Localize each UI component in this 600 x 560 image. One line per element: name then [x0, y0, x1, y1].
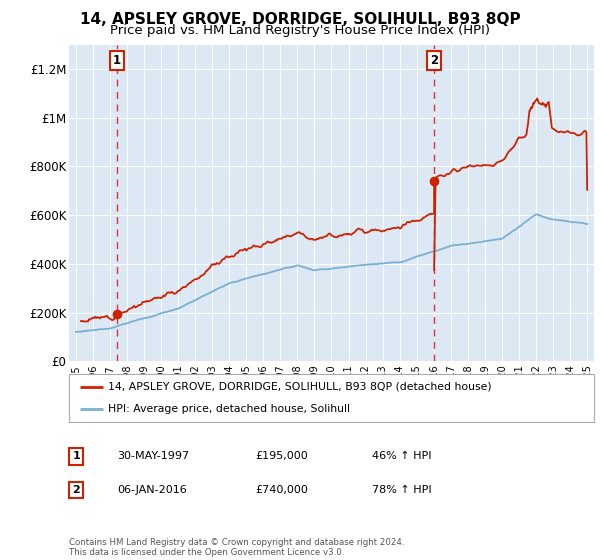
Text: 78% ↑ HPI: 78% ↑ HPI	[372, 485, 431, 495]
Text: £740,000: £740,000	[255, 485, 308, 495]
Text: HPI: Average price, detached house, Solihull: HPI: Average price, detached house, Soli…	[109, 404, 350, 414]
Text: 30-MAY-1997: 30-MAY-1997	[117, 451, 189, 461]
Text: 14, APSLEY GROVE, DORRIDGE, SOLIHULL, B93 8QP (detached house): 14, APSLEY GROVE, DORRIDGE, SOLIHULL, B9…	[109, 382, 492, 392]
Text: 14, APSLEY GROVE, DORRIDGE, SOLIHULL, B93 8QP: 14, APSLEY GROVE, DORRIDGE, SOLIHULL, B9…	[80, 12, 520, 27]
Text: 1: 1	[73, 451, 80, 461]
Text: 2: 2	[430, 54, 438, 67]
Text: 2: 2	[73, 485, 80, 495]
Text: 46% ↑ HPI: 46% ↑ HPI	[372, 451, 431, 461]
Text: Contains HM Land Registry data © Crown copyright and database right 2024.
This d: Contains HM Land Registry data © Crown c…	[69, 538, 404, 557]
Text: Price paid vs. HM Land Registry's House Price Index (HPI): Price paid vs. HM Land Registry's House …	[110, 24, 490, 37]
FancyBboxPatch shape	[69, 374, 594, 422]
Text: 1: 1	[113, 54, 121, 67]
Text: 06-JAN-2016: 06-JAN-2016	[117, 485, 187, 495]
Text: £195,000: £195,000	[255, 451, 308, 461]
